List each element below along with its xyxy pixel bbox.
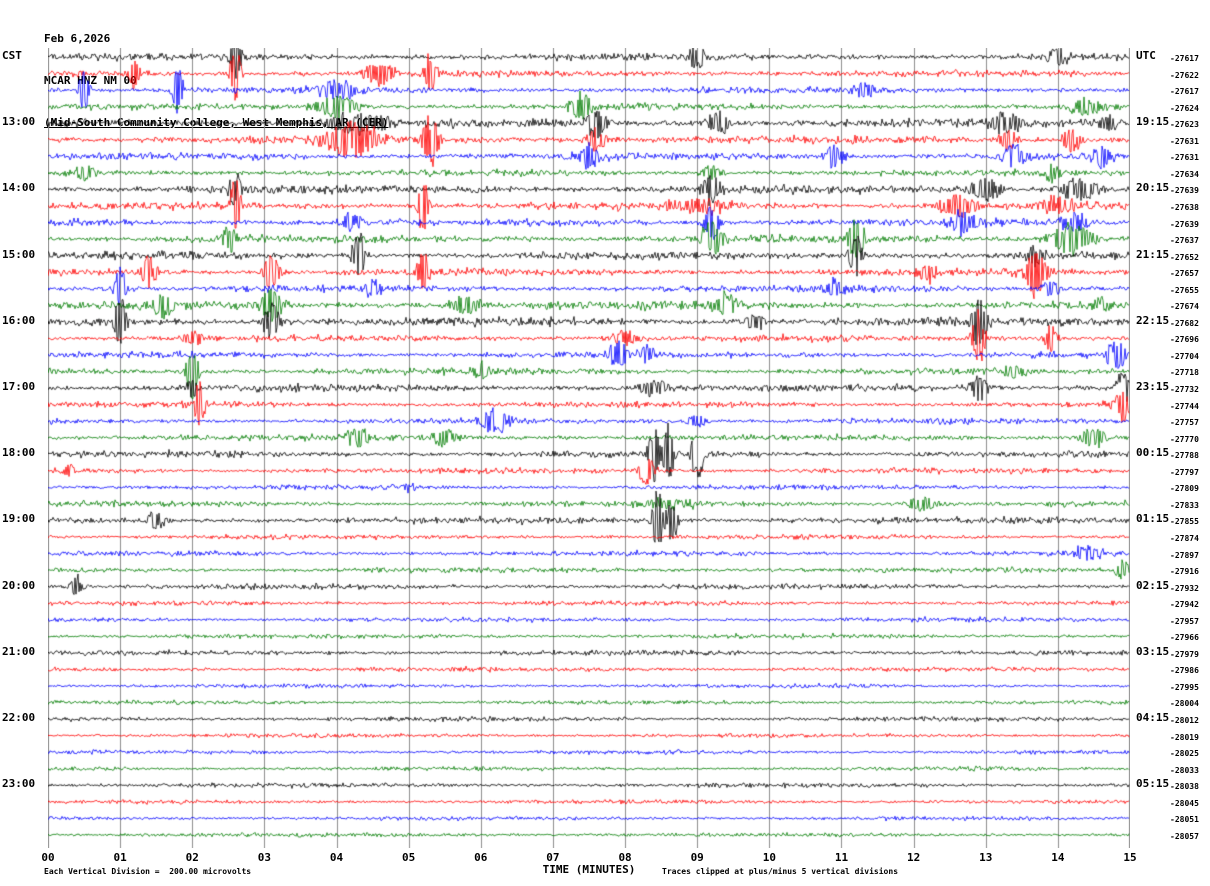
cst-hour-label: 18:00: [2, 446, 36, 460]
trace-offset-label: -27631: [1170, 136, 1199, 146]
trace-offset-label: -27657: [1170, 269, 1199, 279]
header-date: Feb 6,2026: [44, 32, 111, 45]
trace-offset-label: -27855: [1170, 517, 1199, 527]
minute-tick-label: 15: [1123, 851, 1137, 864]
trace-offset-label: -27897: [1170, 550, 1199, 560]
trace-offset-label: -27809: [1170, 484, 1199, 494]
minute-tick-label: 00: [41, 851, 55, 864]
cst-hour-label: 19:00: [2, 512, 36, 526]
utc-hour-label: 23:15: [1136, 380, 1170, 393]
trace-offset-label: -27639: [1170, 186, 1199, 196]
trace-offset-label: -27652: [1170, 252, 1199, 262]
utc-hour-label: 03:15: [1136, 644, 1170, 658]
trace-offset-label: -27622: [1170, 70, 1199, 80]
trace-offset-label: -28051: [1170, 815, 1199, 825]
utc-hour-label: 01:15: [1136, 512, 1170, 526]
trace-offset-label: -27916: [1170, 567, 1199, 577]
trace-offset-label: -27932: [1170, 583, 1199, 593]
cst-hour-label: 13:00: [2, 115, 36, 129]
minute-tick-label: 09: [690, 851, 704, 864]
trace-offset-label: -27704: [1170, 351, 1199, 361]
minute-tick-label: 04: [329, 851, 344, 864]
trace-offset-label: -27957: [1170, 616, 1199, 626]
cst-hour-label: 23:00: [2, 777, 36, 791]
seismogram-trace-canvas: [48, 48, 1130, 848]
trace-offset-label: -28057: [1170, 831, 1199, 841]
trace-offset-label: -28038: [1170, 782, 1199, 792]
utc-hour-label: UTC: [1136, 49, 1156, 62]
trace-offset-label: -27638: [1170, 202, 1199, 212]
trace-offset-label: -27874: [1170, 533, 1199, 543]
cst-hour-label: 22:00: [2, 711, 36, 724]
minute-tick-label: 08: [618, 851, 632, 864]
trace-offset-label: -27637: [1170, 236, 1199, 246]
trace-offset-label: -27942: [1170, 600, 1199, 610]
utc-hour-label: 02:15: [1136, 578, 1170, 592]
trace-offset-label: -27995: [1170, 682, 1199, 692]
utc-hour-label: 04:15: [1136, 711, 1170, 724]
minute-tick-label: 13: [979, 851, 993, 864]
trace-offset-label: -28012: [1170, 716, 1199, 725]
trace-offset-label: -27788: [1170, 451, 1199, 461]
cst-hour-label: 14:00: [2, 181, 36, 195]
utc-hour-label: 20:15: [1136, 181, 1170, 195]
minute-tick-label: 10: [762, 851, 776, 864]
minute-tick-label: 01: [113, 851, 127, 864]
minute-tick-label: 03: [257, 851, 272, 864]
trace-offset-label: -27797: [1170, 467, 1199, 477]
trace-offset-label: -27674: [1170, 302, 1199, 312]
cst-hour-label: 16:00: [2, 313, 36, 327]
cst-hour-label: CST: [2, 49, 22, 62]
trace-offset-label: -27682: [1170, 318, 1199, 328]
minute-tick-label: 02: [185, 851, 199, 864]
x-axis-title: TIME (MINUTES): [542, 863, 636, 876]
trace-offset-label: -27979: [1170, 649, 1199, 659]
footer-scale-note: Each Vertical Division = 200.00 microvol…: [44, 867, 252, 876]
cst-hour-label: 15:00: [2, 247, 36, 261]
utc-hour-label: 05:15: [1136, 777, 1170, 791]
cst-hour-label: 21:00: [2, 644, 36, 658]
trace-offset-label: -28025: [1170, 749, 1199, 759]
trace-offset-label: -27770: [1170, 434, 1199, 444]
trace-offset-label: -27966: [1170, 633, 1199, 643]
trace-offset-label: -27986: [1170, 666, 1199, 676]
trace-offset-label: -27617: [1170, 87, 1199, 97]
utc-hour-label: 21:15: [1136, 247, 1170, 261]
trace-offset-label: -27833: [1170, 500, 1199, 510]
cst-hour-label: 20:00: [2, 578, 36, 592]
footer-clip-note: Traces clipped at plus/minus 5 vertical …: [662, 867, 899, 876]
trace-offset-label: -27617: [1170, 54, 1199, 63]
trace-offset-label: -28045: [1170, 798, 1199, 808]
trace-offset-label: -27732: [1170, 385, 1199, 394]
trace-offset-label: -27623: [1170, 120, 1199, 130]
trace-offset-label: -27696: [1170, 335, 1199, 345]
minute-tick-label: 12: [906, 851, 921, 864]
trace-offset-label: -27757: [1170, 418, 1199, 428]
minute-tick-label: 11: [834, 851, 849, 864]
trace-offset-label: -27718: [1170, 368, 1199, 378]
utc-hour-label: 19:15: [1136, 115, 1170, 129]
trace-offset-label: -27624: [1170, 103, 1199, 113]
trace-offset-label: -28019: [1170, 732, 1199, 742]
trace-offset-label: -27634: [1170, 169, 1199, 179]
minute-tick-label: 07: [546, 851, 560, 864]
trace-offset-label: -27631: [1170, 153, 1199, 163]
trace-offset-label: -27639: [1170, 219, 1199, 229]
utc-hour-label: 00:15: [1136, 446, 1170, 460]
minute-tick-label: 06: [474, 851, 488, 864]
utc-hour-label: 22:15: [1136, 313, 1170, 327]
trace-offset-label: -28004: [1170, 699, 1199, 709]
trace-offset-label: -27744: [1170, 401, 1199, 411]
trace-offset-label: -27655: [1170, 285, 1199, 295]
cst-hour-label: 17:00: [2, 380, 36, 393]
minute-tick-label: 05: [402, 851, 416, 864]
trace-offset-label: -28033: [1170, 765, 1199, 775]
minute-tick-label: 14: [1051, 851, 1065, 864]
